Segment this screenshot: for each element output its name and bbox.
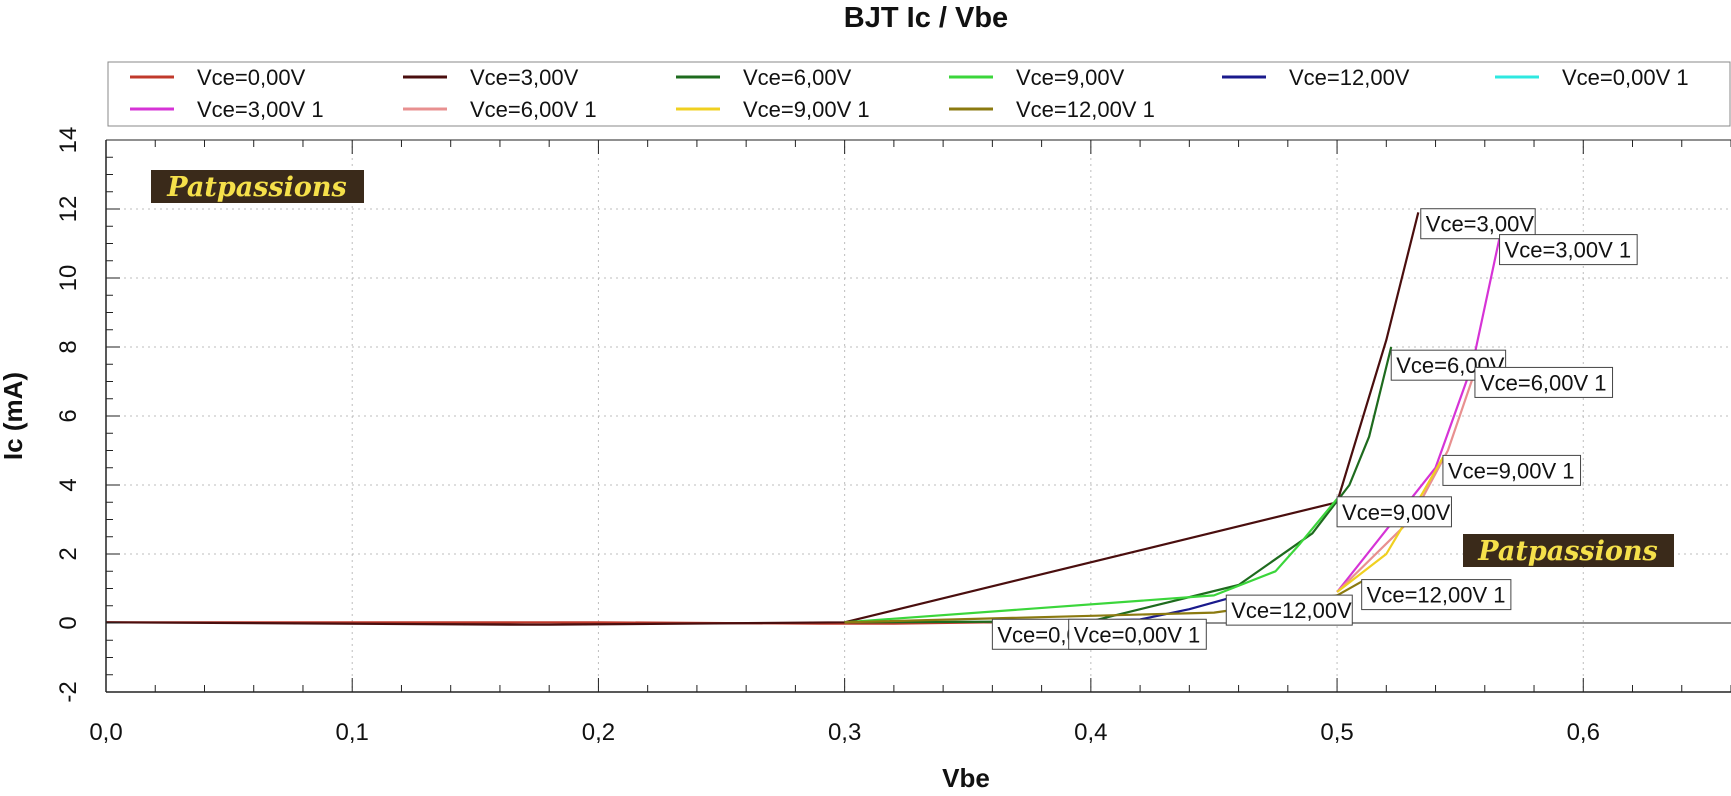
series-line-6	[1336, 226, 1504, 593]
series-line-7	[1336, 363, 1479, 593]
watermark-1-bg	[151, 170, 364, 203]
x-tick-label-1: 0,1	[336, 719, 369, 746]
x-tick-label-6: 0,6	[1567, 719, 1600, 746]
watermark-2-bg	[1463, 534, 1674, 567]
watermark-2: Patpassions	[1463, 534, 1674, 567]
x-tick-labels: 0,0 0,1 0,2 0,3 0,4 0,5 0,6	[89, 719, 1600, 746]
annotation-box-3	[1474, 366, 1614, 398]
grid	[106, 140, 1731, 692]
x-tick-label-2: 0,2	[582, 719, 615, 746]
annotation-box-1	[1499, 234, 1638, 266]
series-line-2	[844, 346, 1393, 624]
annotation-0: Vce=3,00V	[1420, 208, 1536, 240]
annotation-5: Vce=9,00V	[1336, 496, 1452, 528]
axes	[105, 139, 1731, 693]
annotation-box-0	[1420, 208, 1536, 240]
legend-label-2: Vce=6,00V	[743, 65, 852, 90]
annotation-label-9: Vce=0,00V 1	[1074, 622, 1201, 647]
y-tick-label-0: -2	[55, 681, 82, 702]
y-tick-label-7: 12	[55, 196, 82, 223]
legend-label-1: Vce=3,00V	[470, 65, 579, 90]
legend: Vce=0,00V Vce=3,00V Vce=6,00V Vce=9,00V Vce=…	[107, 61, 1731, 127]
annotation-label-4: Vce=9,00V 1	[1448, 458, 1575, 483]
x-tick-label-3: 0,3	[828, 719, 861, 746]
annotation-label-1: Vce=3,00V 1	[1505, 238, 1632, 263]
annotation-box-9	[1068, 618, 1207, 650]
annotation-box-5	[1336, 496, 1452, 528]
annotation-box-6	[1361, 579, 1512, 611]
annotation-3: Vce=6,00V 1	[1474, 366, 1614, 398]
annotation-1: Vce=3,00V 1	[1499, 234, 1638, 266]
legend-label-7: Vce=6,00V 1	[470, 97, 597, 122]
legend-label-0: Vce=0,00V	[197, 65, 306, 90]
legend-label-3: Vce=9,00V	[1016, 65, 1125, 90]
chart-title: BJT Ic / Vbe	[844, 2, 1008, 34]
watermark-1-text: Patpassions	[166, 172, 346, 203]
annotation-7: Vce=12,00V	[1225, 594, 1353, 626]
y-axis-label: Ic (mA)	[0, 372, 28, 460]
annotation-6: Vce=12,00V 1	[1361, 579, 1512, 611]
annotation-9: Vce=0,00V 1	[1068, 618, 1207, 650]
watermark-2-text: Patpassions	[1477, 536, 1657, 567]
legend-label-6: Vce=3,00V 1	[197, 97, 324, 122]
series-line-1	[105, 212, 1420, 626]
series-line-3	[844, 498, 1338, 624]
x-tick-label-5: 0,5	[1320, 719, 1353, 746]
y-tick-label-6: 10	[55, 265, 82, 292]
legend-label-9: Vce=12,00V 1	[1016, 97, 1155, 122]
legend-items: Vce=0,00V Vce=3,00V Vce=6,00V Vce=9,00V Vce=…	[130, 65, 1689, 122]
y-tick-label-5: 8	[55, 340, 82, 353]
annotation-label-0: Vce=3,00V	[1426, 212, 1535, 237]
y-tick-label-1: 0	[55, 616, 82, 629]
watermark-1: Patpassions	[151, 170, 364, 203]
annotation-label-5: Vce=9,00V	[1342, 500, 1451, 525]
annotation-box-7	[1225, 594, 1353, 626]
legend-label-5: Vce=0,00V 1	[1562, 65, 1689, 90]
y-tick-label-3: 4	[55, 478, 82, 491]
legend-box	[107, 61, 1731, 127]
x-axis-label: Vbe	[942, 763, 990, 793]
annotation-label-3: Vce=6,00V 1	[1480, 370, 1607, 395]
legend-label-8: Vce=9,00V 1	[743, 97, 870, 122]
annotation-label-7: Vce=12,00V	[1231, 598, 1352, 623]
annotation-box-4	[1442, 454, 1582, 486]
y-tick-label-2: 2	[55, 547, 82, 560]
x-tick-label-4: 0,4	[1074, 719, 1107, 746]
y-tick-labels: -2 0 2 4 6 8 10 12 14	[55, 127, 82, 703]
y-tick-label-4: 6	[55, 409, 82, 422]
series-lines	[105, 212, 1504, 626]
legend-label-4: Vce=12,00V	[1289, 65, 1410, 90]
x-tick-label-0: 0,0	[89, 719, 122, 746]
y-tick-label-8: 14	[55, 127, 82, 154]
annotation-4: Vce=9,00V 1	[1442, 454, 1582, 486]
annotation-label-6: Vce=12,00V 1	[1367, 583, 1506, 608]
